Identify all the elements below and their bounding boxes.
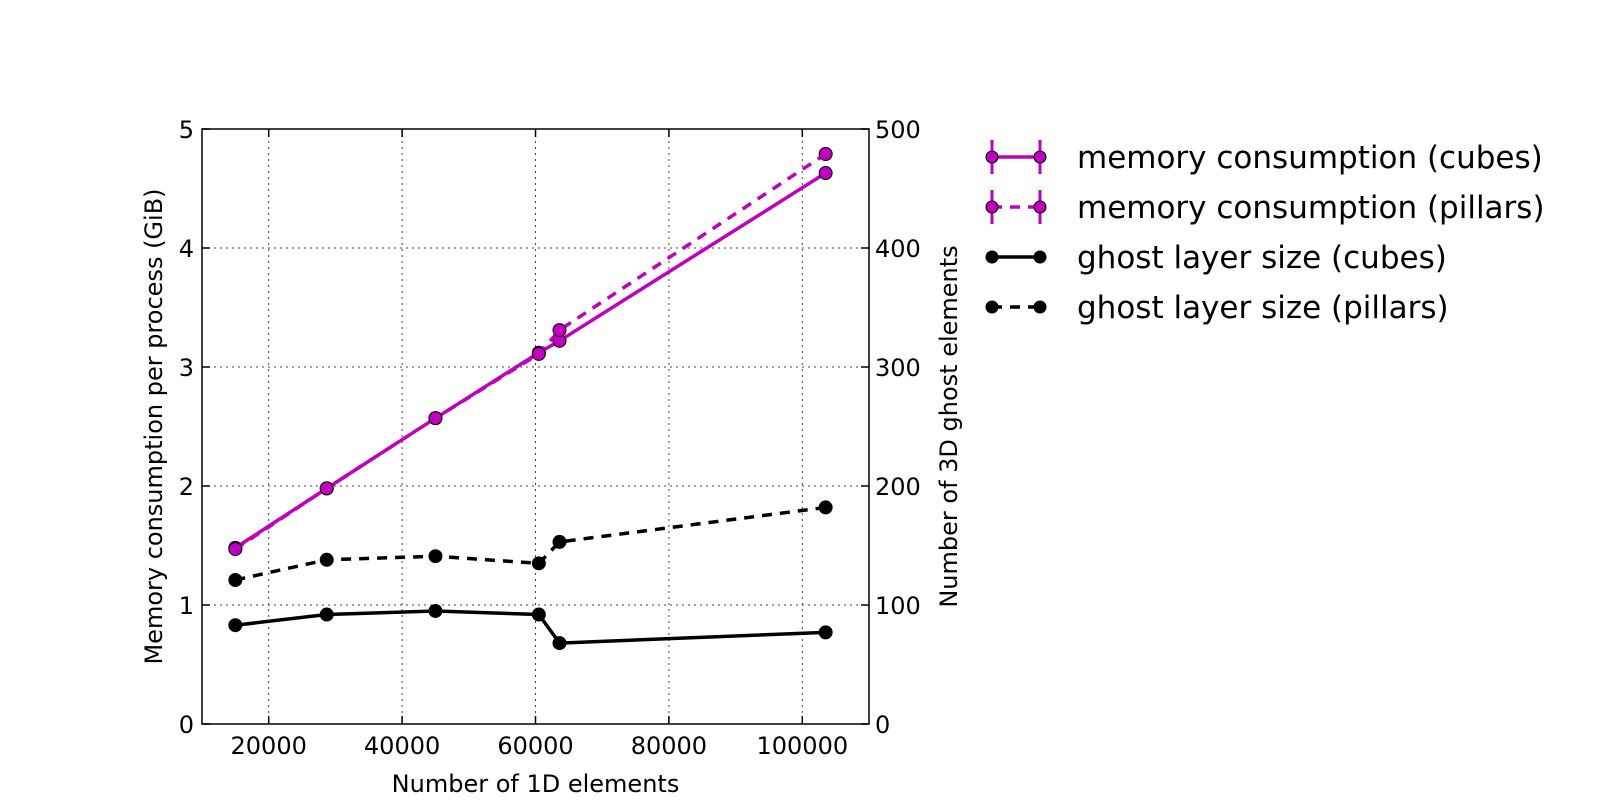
left-y-tick-label: 5 (179, 116, 194, 144)
legend-entry: ghost layer size (cubes) (985, 240, 1447, 276)
right-y-tick-label: 300 (875, 354, 921, 382)
x-tick-label: 20000 (231, 732, 307, 760)
data-point (531, 346, 546, 361)
series-3 (228, 500, 833, 588)
data-point (228, 573, 243, 588)
right-y-tick-label: 200 (875, 473, 921, 501)
series-2 (228, 603, 833, 651)
legend-marker (985, 200, 999, 214)
series-line (234, 152, 827, 551)
data-point (818, 146, 833, 161)
data-point (428, 603, 443, 618)
data-point (428, 549, 443, 564)
legend-label: ghost layer size (pillars) (1077, 290, 1449, 326)
legend: memory consumption (cubes) memory consump… (985, 140, 1545, 326)
left-y-tick-label: 4 (179, 235, 194, 263)
data-point (531, 556, 546, 571)
right-y-tick-label: 0 (875, 711, 890, 739)
x-tick-label: 80000 (631, 732, 707, 760)
data-point (818, 166, 833, 181)
x-tick-label: 40000 (364, 732, 440, 760)
legend-marker (985, 300, 999, 314)
legend-entry: memory consumption (cubes) (985, 140, 1543, 176)
left-y-tick-label: 1 (179, 592, 194, 620)
legend-marker (985, 250, 999, 264)
left-y-tick-label: 3 (179, 354, 194, 382)
data-point (319, 552, 334, 567)
series-layer (228, 146, 833, 651)
series-line (235, 609, 826, 645)
ticks: 20000 40000 60000 80000 100000 0 1 2 3 4 5 0 100 200 3… (179, 116, 921, 760)
data-point (818, 625, 833, 640)
data-point (552, 534, 567, 549)
right-y-axis-label: Number of 3D ghost elements (935, 245, 963, 607)
legend-marker (985, 150, 999, 164)
legend-label: memory consumption (cubes) (1077, 140, 1543, 176)
data-point (552, 323, 567, 338)
legend-entry: memory consumption (pillars) (985, 190, 1545, 226)
data-point (818, 500, 833, 515)
legend-entry: ghost layer size (pillars) (985, 290, 1449, 326)
data-point (552, 636, 567, 651)
left-y-axis-label: Memory consumption per process (GiB) (140, 188, 168, 664)
legend-marker (1033, 150, 1047, 164)
x-tick-label: 100000 (756, 732, 848, 760)
right-y-tick-label: 400 (875, 235, 921, 263)
left-y-tick-label: 2 (179, 473, 194, 501)
data-point (428, 411, 443, 426)
series-line (234, 505, 826, 582)
data-point (228, 618, 243, 633)
data-point (319, 607, 334, 622)
data-point (531, 607, 546, 622)
legend-label: ghost layer size (cubes) (1077, 240, 1447, 276)
legend-marker (1033, 200, 1047, 214)
left-y-tick-label: 0 (179, 711, 194, 739)
legend-label: memory consumption (pillars) (1077, 190, 1545, 226)
series-1 (228, 146, 833, 557)
right-y-tick-label: 500 (875, 116, 921, 144)
x-axis-label: Number of 1D elements (392, 770, 680, 798)
legend-marker (1033, 300, 1047, 314)
x-tick-label: 60000 (497, 732, 573, 760)
right-y-tick-label: 100 (875, 592, 921, 620)
data-point (319, 481, 334, 496)
data-point (228, 542, 243, 557)
legend-marker (1033, 250, 1047, 264)
